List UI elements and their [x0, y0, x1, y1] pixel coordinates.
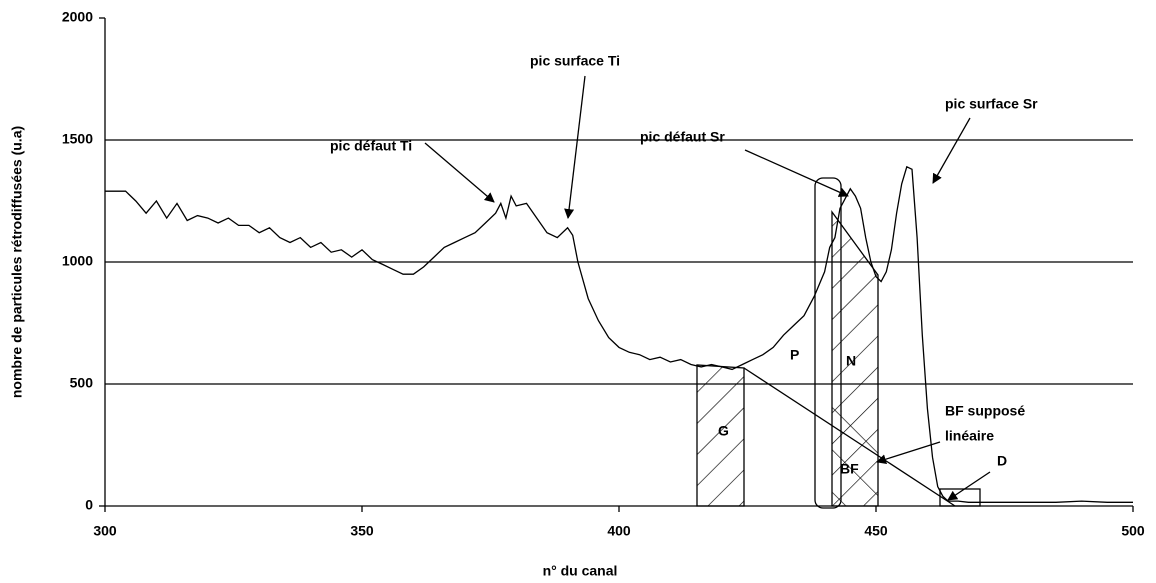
annotation: pic surface Ti — [530, 53, 620, 69]
y-tick-label: 2000 — [62, 9, 93, 25]
annotation: pic défaut Ti — [330, 138, 412, 154]
arrow — [932, 117, 971, 184]
arrow — [744, 149, 849, 197]
x-axis-label: n° du canal — [543, 563, 618, 579]
x-tick-label: 350 — [350, 523, 374, 539]
bf-line — [743, 367, 956, 507]
y-tick-label: 1500 — [62, 131, 93, 147]
y-axis-label: nombre de particules rétrodiffusées (u.a… — [9, 126, 25, 398]
data-line — [105, 165, 1133, 503]
annotation: pic surface Sr — [945, 96, 1038, 112]
annotation: pic défaut Sr — [640, 129, 725, 145]
arrow — [564, 75, 586, 219]
x-tick-label: 400 — [607, 523, 631, 539]
annotation: BF supposé — [945, 403, 1025, 419]
arrow — [876, 441, 941, 465]
region-label: N — [846, 353, 856, 369]
region-label: BF — [840, 461, 859, 477]
region-label: G — [718, 423, 729, 439]
x-tick-label: 450 — [864, 523, 888, 539]
y-tick-label: 1000 — [62, 253, 93, 269]
annotation-arrows — [424, 75, 991, 501]
annotation: linéaire — [945, 428, 994, 444]
annotation: D — [997, 453, 1007, 469]
region-label: P — [790, 347, 799, 363]
y-tick-label: 0 — [85, 497, 93, 513]
arrow — [947, 471, 991, 501]
x-tick-label: 500 — [1121, 523, 1145, 539]
y-tick-label: 500 — [70, 375, 94, 391]
region-bf — [832, 400, 878, 506]
regions — [696, 177, 981, 509]
x-tick-label: 300 — [93, 523, 117, 539]
arrow — [424, 142, 495, 203]
